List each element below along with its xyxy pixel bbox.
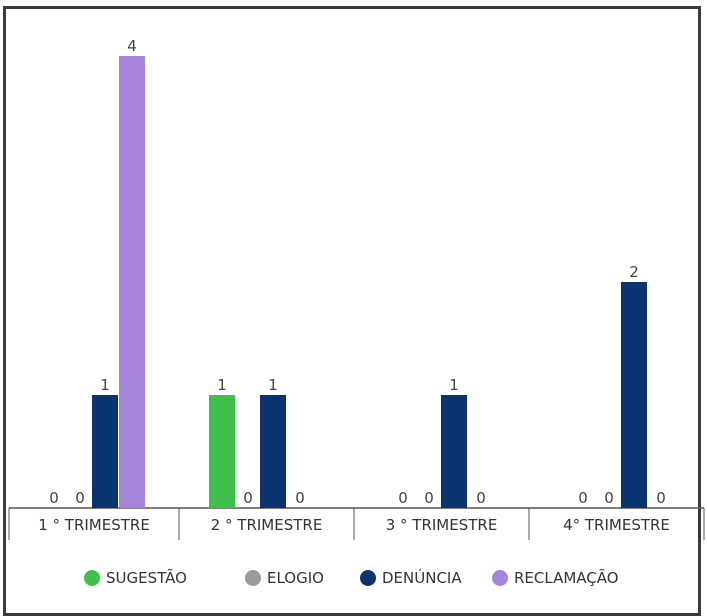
value-label-reclamação-q3: 0 — [476, 489, 486, 507]
x-tick-label-q1: 1 ° TRIMESTRE — [38, 516, 150, 534]
value-label-elogio-q3: 0 — [424, 489, 434, 507]
value-label-elogio-q1: 0 — [75, 489, 85, 507]
x-tick-label-q4: 4° TRIMESTRE — [563, 516, 670, 534]
legend-marker-elogio — [245, 570, 261, 586]
bar-denúncia-q2 — [260, 395, 286, 508]
bar-reclamação-q1 — [119, 56, 145, 508]
value-label-elogio-q2: 0 — [243, 489, 253, 507]
bar-denúncia-q3 — [441, 395, 467, 508]
bar-denúncia-q1 — [92, 395, 118, 508]
value-label-sugestão-q1: 0 — [49, 489, 59, 507]
value-label-reclamação-q2: 0 — [295, 489, 305, 507]
legend-label-denúncia: DENÚNCIA — [382, 568, 462, 587]
bar-sugestão-q2 — [209, 395, 235, 508]
value-label-sugestão-q2: 1 — [217, 376, 227, 394]
value-label-reclamação-q1: 4 — [127, 37, 137, 55]
value-label-sugestão-q3: 0 — [398, 489, 408, 507]
legend-marker-reclamação — [492, 570, 508, 586]
value-label-sugestão-q4: 0 — [578, 489, 588, 507]
legend-label-elogio: ELOGIO — [267, 569, 324, 587]
x-tick-label-q2: 2 ° TRIMESTRE — [211, 516, 323, 534]
value-label-elogio-q4: 0 — [604, 489, 614, 507]
value-label-denúncia-q4: 2 — [629, 263, 639, 281]
bar-denúncia-q4 — [621, 282, 647, 508]
value-label-denúncia-q3: 1 — [449, 376, 459, 394]
value-label-denúncia-q1: 1 — [100, 376, 110, 394]
legend-label-sugestão: SUGESTÃO — [106, 568, 187, 587]
legend-label-reclamação: RECLAMAÇÃO — [514, 568, 619, 587]
value-label-reclamação-q4: 0 — [656, 489, 666, 507]
legend-marker-denúncia — [360, 570, 376, 586]
x-tick-label-q3: 3 ° TRIMESTRE — [386, 516, 498, 534]
legend-marker-sugestão — [84, 570, 100, 586]
value-label-denúncia-q2: 1 — [268, 376, 278, 394]
